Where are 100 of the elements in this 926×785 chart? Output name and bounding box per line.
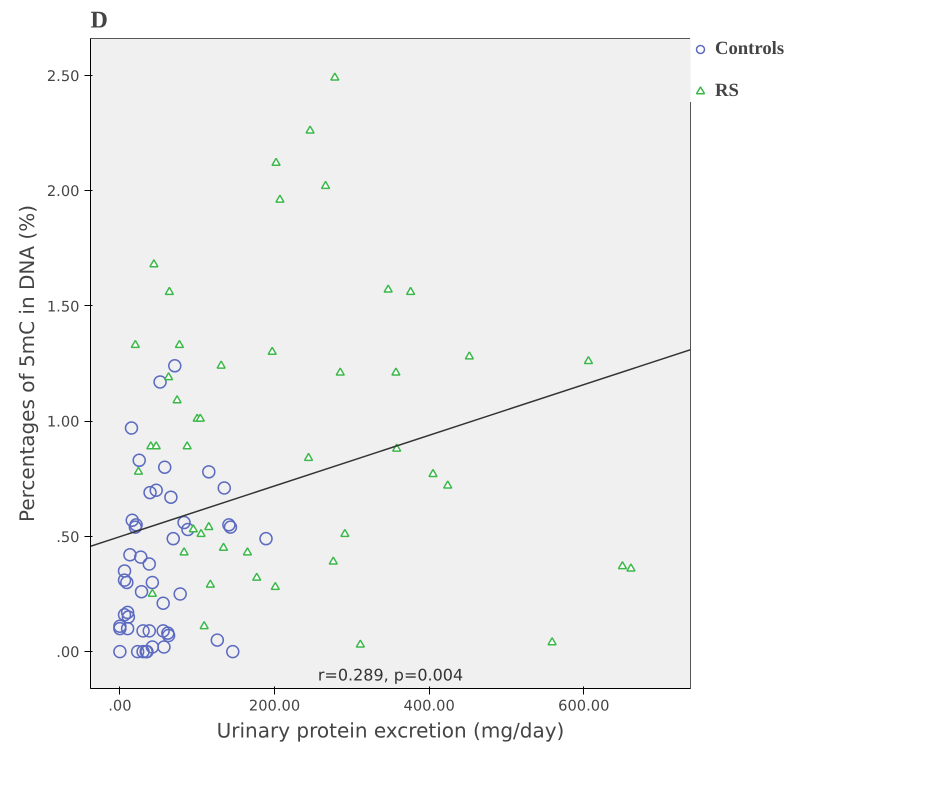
point [132, 454, 146, 468]
point [149, 259, 159, 268]
point [196, 413, 206, 422]
point [156, 596, 170, 610]
point [335, 367, 345, 376]
point [134, 550, 148, 564]
point [120, 606, 134, 620]
point [271, 158, 281, 166]
point [216, 360, 226, 369]
point [136, 624, 150, 638]
point [164, 372, 174, 380]
point [161, 626, 175, 640]
point [547, 637, 557, 646]
point [428, 468, 438, 478]
point [134, 584, 148, 598]
y-tick-label: 2.50 [46, 68, 80, 85]
x-tick-label: .00 [108, 698, 132, 714]
y-tick-label: .50 [56, 528, 80, 546]
point [118, 573, 132, 587]
point [356, 639, 366, 648]
point [383, 284, 393, 293]
point [146, 576, 160, 590]
x-tick-label: 400.00 [404, 698, 455, 714]
point [320, 180, 330, 190]
y-tick-label: 1.50 [46, 298, 80, 316]
point [173, 587, 187, 601]
point [123, 548, 137, 562]
point [330, 72, 340, 81]
point [252, 572, 262, 581]
x-tick-label: 200.00 [248, 698, 300, 714]
annotation: r=0.289, p=0.004 [318, 666, 464, 684]
point [151, 441, 161, 450]
point [113, 644, 127, 658]
point [177, 516, 191, 530]
point [156, 624, 170, 638]
x-axis-title: Urinary protein excretion (mg/day) [216, 718, 564, 742]
point [148, 588, 158, 598]
point [136, 644, 150, 658]
point [267, 346, 277, 356]
point [210, 633, 224, 647]
point [120, 622, 134, 636]
x-tick-label: 600.00 [558, 698, 610, 714]
point [275, 194, 285, 203]
point [202, 465, 216, 479]
point [158, 460, 172, 474]
point [118, 608, 132, 622]
point [464, 351, 474, 360]
point [142, 624, 156, 638]
point [181, 522, 195, 536]
point [340, 528, 350, 538]
point [168, 359, 182, 373]
point [124, 421, 138, 435]
point [164, 286, 174, 296]
point [226, 644, 240, 658]
point [166, 532, 180, 546]
point [218, 481, 232, 495]
point [182, 441, 192, 450]
point [153, 375, 167, 389]
point [328, 556, 338, 565]
point [204, 522, 214, 530]
point [174, 340, 184, 348]
point [130, 340, 140, 348]
y-tick-label: .00 [56, 644, 80, 662]
point [130, 644, 144, 658]
point [305, 125, 315, 134]
y-axis-title: Percentages of 5mC in DNA (%) [14, 204, 39, 522]
point [162, 628, 176, 642]
point [270, 582, 280, 590]
point [122, 610, 136, 624]
point [626, 563, 636, 572]
legend-label: RS [715, 80, 739, 102]
point [206, 579, 216, 588]
point [126, 514, 140, 527]
point [188, 524, 198, 533]
point [584, 356, 594, 364]
point [172, 395, 182, 404]
point [149, 484, 163, 498]
chart-title: D [90, 8, 108, 34]
point [118, 564, 132, 578]
point [618, 560, 628, 570]
point [157, 640, 171, 654]
y-tick-label: 1.00 [46, 414, 80, 431]
point [406, 286, 416, 296]
point [391, 367, 401, 376]
legend-label: Controls [715, 38, 784, 60]
point [304, 452, 314, 462]
point [218, 542, 228, 551]
point [196, 528, 206, 538]
point [242, 547, 252, 556]
point [199, 620, 209, 630]
point [179, 547, 189, 556]
point [442, 480, 452, 489]
point [143, 486, 157, 500]
point [120, 576, 134, 590]
point [146, 640, 160, 654]
point [134, 466, 144, 475]
point [259, 532, 273, 546]
point [142, 557, 156, 571]
y-tick-label: 2.00 [46, 183, 80, 200]
point [164, 490, 178, 504]
